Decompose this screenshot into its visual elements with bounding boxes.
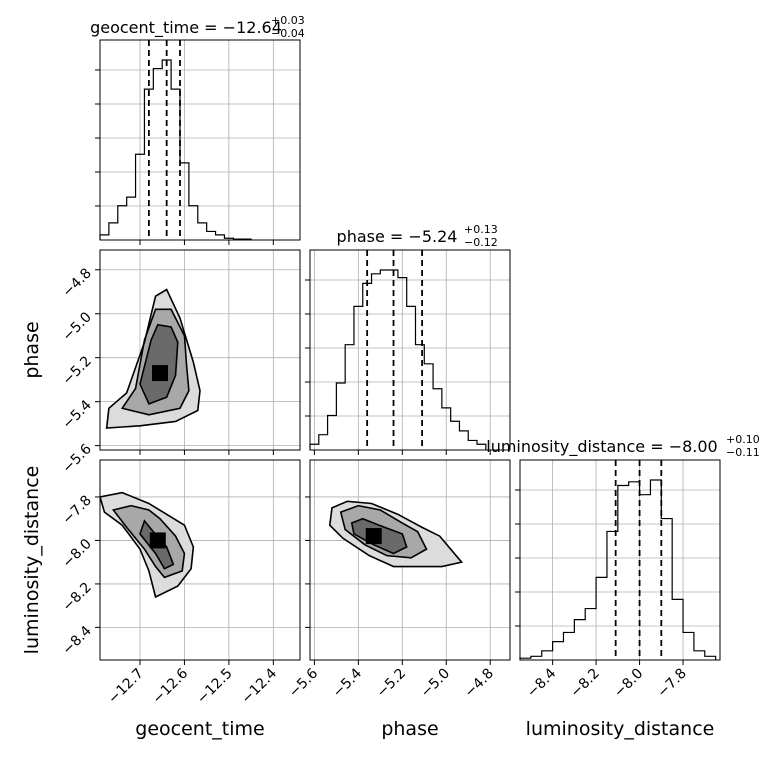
x-tick-label: −8.4 [524, 665, 559, 700]
x-tick-label: −8.2 [568, 666, 603, 701]
histogram-luminosity_distance [519, 479, 717, 660]
panel-grid [100, 40, 300, 240]
panel-frame [519, 459, 721, 661]
histogram-phase [309, 269, 487, 450]
title-luminosity-distance: luminosity_distance = −8.00 [486, 437, 717, 457]
panel-frame [309, 459, 511, 661]
contour-line [339, 504, 428, 559]
y-tick-label: −8.2 [59, 579, 94, 614]
panel-content [100, 491, 195, 599]
y-tick-label: −8.4 [59, 623, 94, 658]
panel-frame [99, 249, 301, 451]
y-tick-label: −5.0 [59, 309, 94, 344]
panel-grid [310, 250, 510, 450]
ylabel-phase: phase [21, 321, 43, 378]
contour-line [328, 500, 464, 568]
x-tick-label: −7.8 [655, 666, 690, 701]
contour-line [111, 504, 186, 579]
xlabel-geocent-time: geocent_time [135, 718, 264, 740]
x-tick-label: −12.5 [194, 666, 236, 708]
panel-content [328, 500, 464, 568]
title-luminosity-distance-plus: +0.10 [726, 433, 760, 446]
x-tick-label: −4.8 [462, 666, 497, 701]
y-tick-label: −4.8 [59, 265, 94, 300]
x-tick-label: −5.6 [286, 665, 321, 700]
x-tick-label: −12.6 [150, 665, 192, 707]
title-luminosity-distance-minus: −0.11 [726, 446, 760, 459]
xlabel-luminosity-distance: luminosity_distance [526, 718, 715, 740]
ylabel-luminosity-distance: luminosity_distance [21, 466, 43, 655]
x-tick-label: −8.0 [611, 666, 646, 701]
contour-line [120, 308, 190, 416]
panel-grid [310, 460, 510, 660]
xlabel-phase: phase [381, 718, 438, 740]
x-tick-label: −5.2 [374, 666, 409, 701]
panel-grid [520, 460, 720, 660]
title-phase-minus: −0.12 [464, 236, 498, 249]
title-geocent-time: geocent_time = −12.64 [90, 18, 282, 38]
y-tick-label: −7.8 [59, 492, 94, 527]
contour-fill [140, 324, 178, 404]
x-tick-label: −12.7 [105, 666, 147, 708]
contour-line [350, 517, 408, 555]
contour-line [139, 519, 175, 570]
title-phase: phase = −5.24 [337, 227, 458, 246]
histogram-geocent_time [99, 59, 252, 240]
x-tick-label: −5.4 [330, 665, 365, 700]
density-core [365, 528, 382, 545]
y-tick-label: −5.4 [59, 397, 94, 432]
density-core [152, 365, 168, 382]
panel-frame [99, 459, 301, 661]
density-core [149, 532, 166, 549]
y-tick-label: −5.2 [59, 353, 94, 388]
contour-line [105, 288, 201, 429]
x-tick-label: −12.4 [239, 665, 281, 707]
contour-line [100, 491, 195, 599]
title-geocent-time-minus: −0.04 [271, 27, 305, 40]
panel-frame [309, 249, 511, 451]
title-phase-plus: +0.13 [464, 223, 498, 236]
panel-content [105, 288, 201, 429]
panel-grid [100, 460, 300, 660]
title-geocent-time-plus: +0.03 [271, 14, 305, 27]
contour-line [139, 323, 179, 405]
y-tick-label: −5.6 [59, 441, 94, 476]
y-tick-label: −8.0 [59, 536, 94, 571]
panel-frame [99, 39, 301, 241]
x-tick-label: −5.0 [418, 666, 453, 701]
